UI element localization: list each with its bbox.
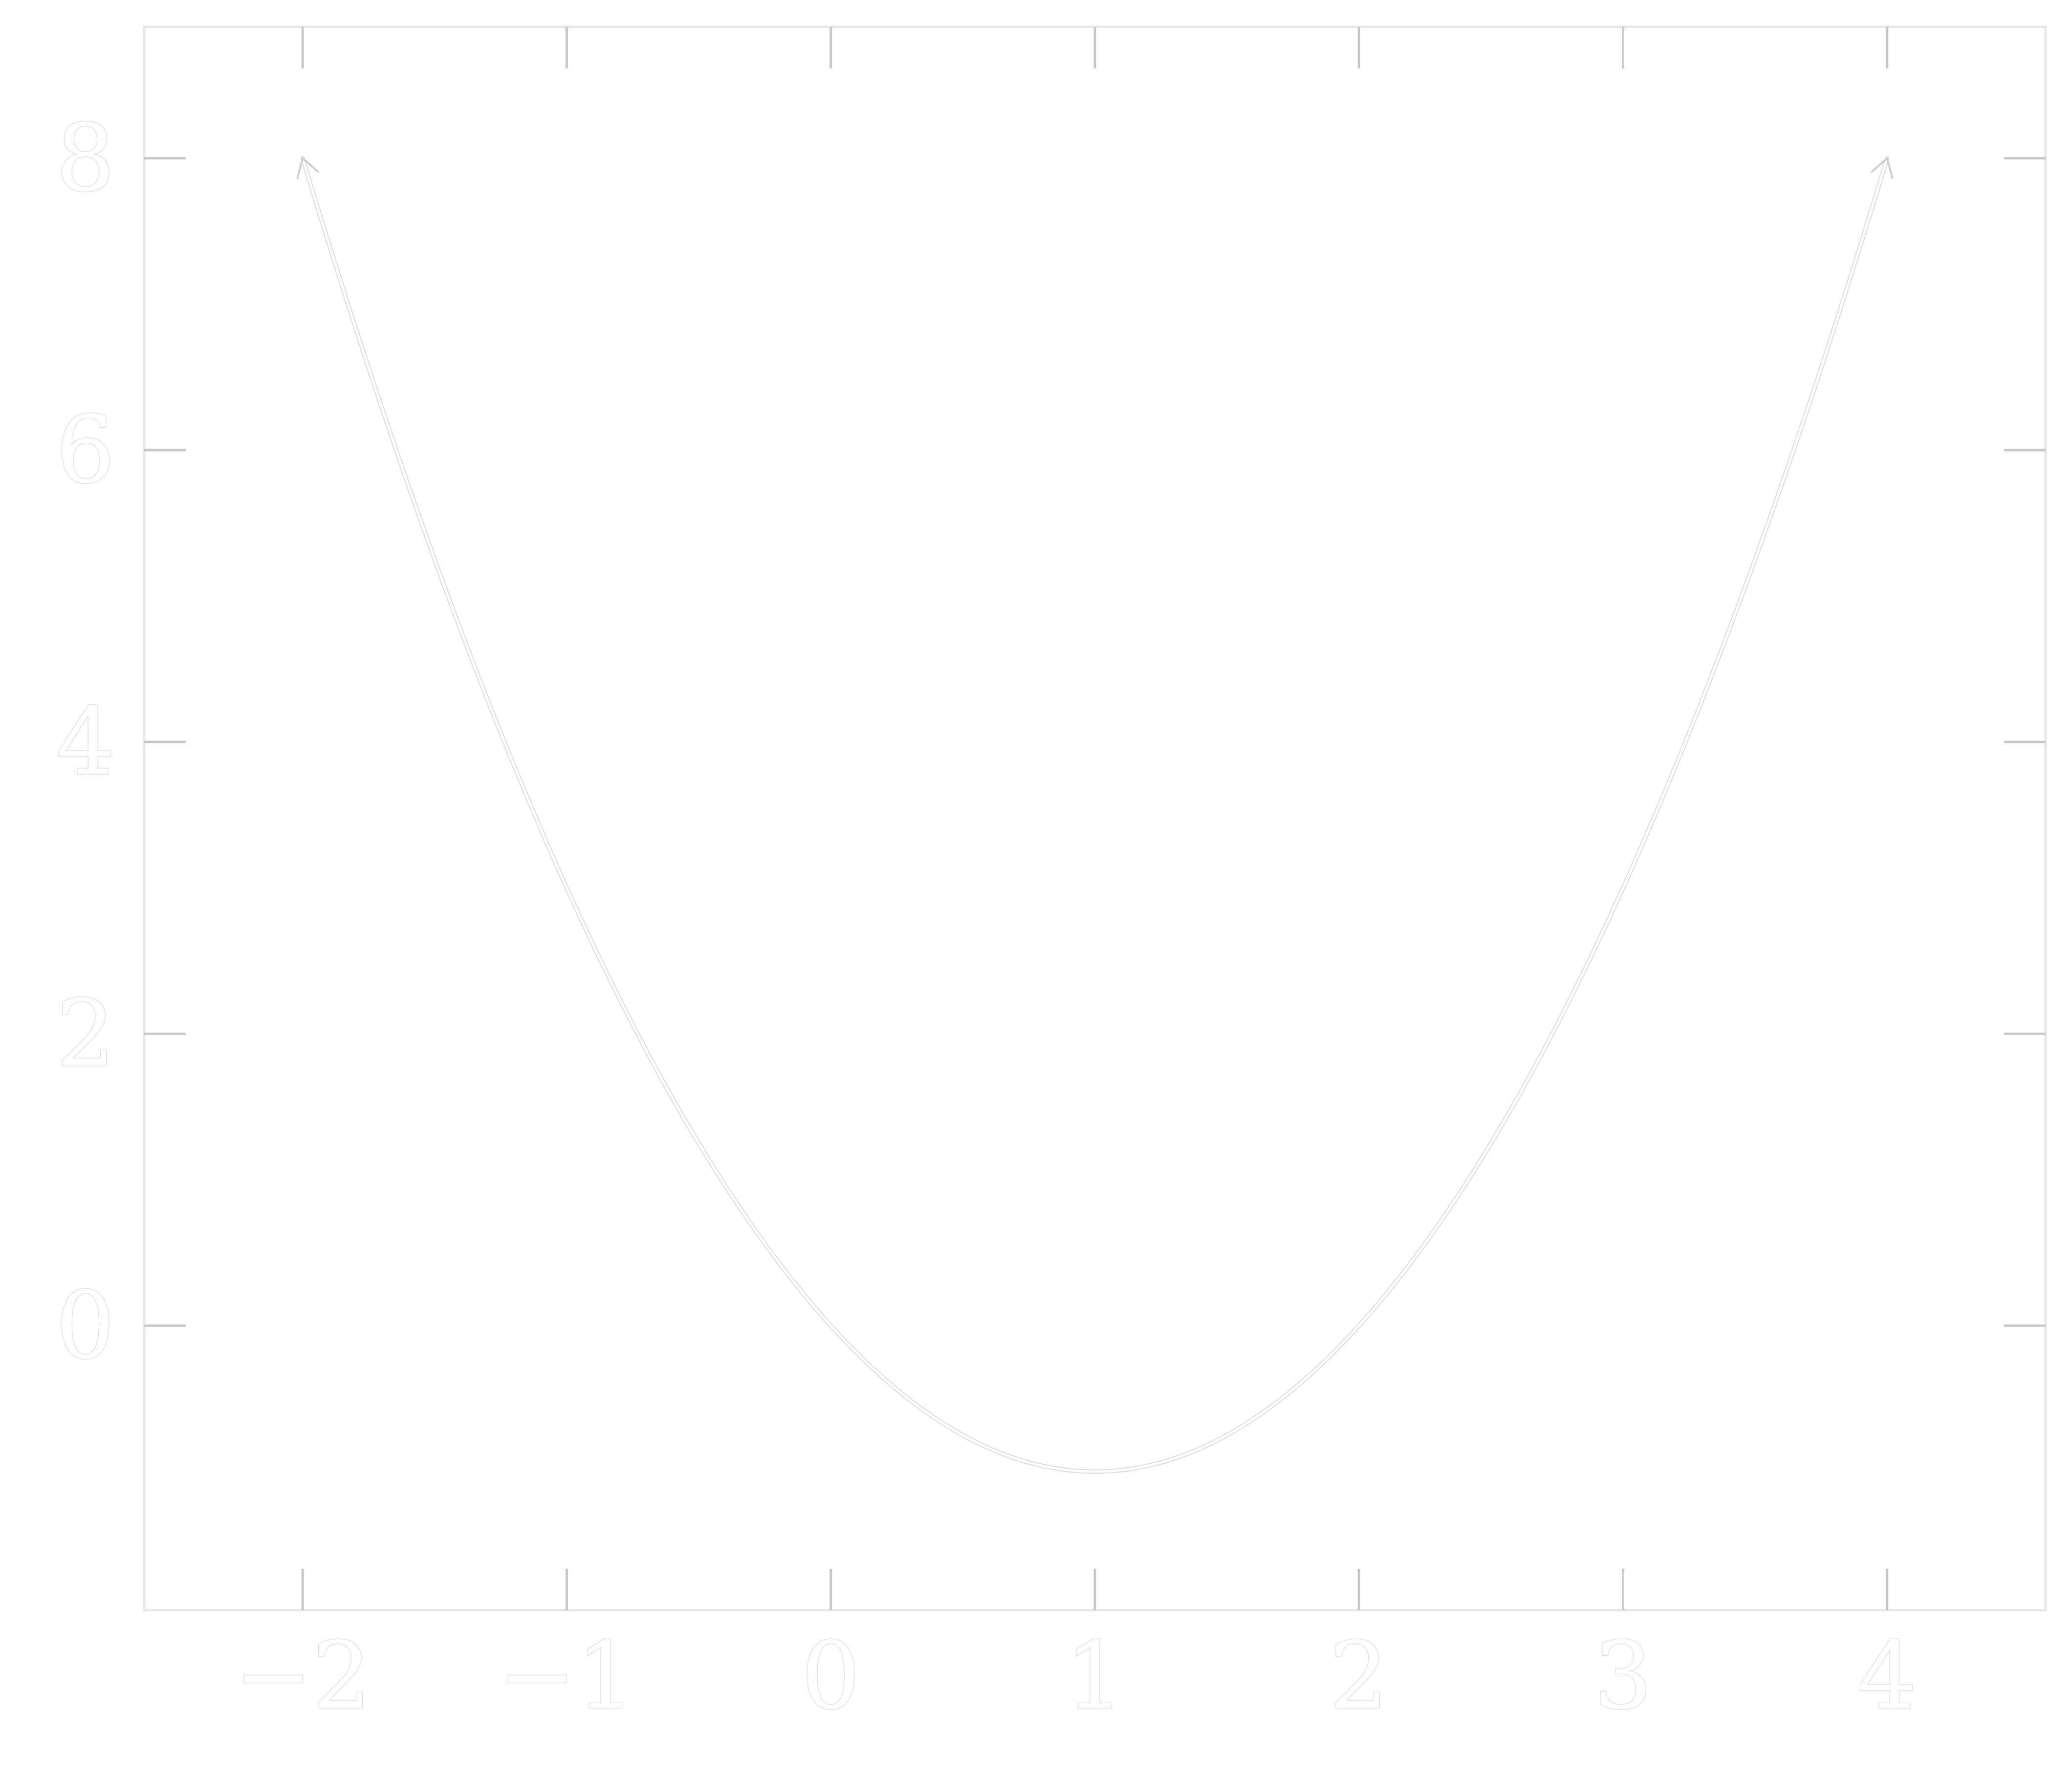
y-axis-ticks bbox=[144, 157, 2046, 1327]
x-tick-label: −1 bbox=[498, 1622, 635, 1730]
y-tick-label: 2 bbox=[56, 980, 115, 1088]
plot-frame bbox=[143, 25, 2047, 1612]
right-arrowhead-icon bbox=[1871, 157, 1894, 179]
x-tick-label: 0 bbox=[801, 1622, 860, 1730]
parabola-curve bbox=[301, 157, 1889, 1473]
y-tick-label: 6 bbox=[56, 396, 115, 504]
y-tick-label: 4 bbox=[56, 688, 115, 796]
y-axis-tick-labels: 0 2 4 6 8 bbox=[55, 104, 115, 1380]
x-tick-label: 1 bbox=[1066, 1622, 1125, 1730]
x-tick-label: −2 bbox=[234, 1622, 371, 1730]
x-axis-ticks bbox=[301, 27, 1889, 1610]
x-tick-label: 4 bbox=[1857, 1622, 1917, 1730]
y-tick-label: 8 bbox=[56, 104, 115, 212]
curve-outline bbox=[300, 156, 1890, 1474]
x-tick-label: 2 bbox=[1330, 1622, 1389, 1730]
y-tick-label: 0 bbox=[56, 1272, 115, 1380]
curve-layer bbox=[296, 156, 1894, 1474]
left-arrowhead-icon bbox=[296, 157, 319, 179]
x-tick-label: 3 bbox=[1593, 1622, 1653, 1730]
x-axis-tick-labels: −2 −1 0 1 2 3 4 bbox=[234, 1621, 1918, 1731]
